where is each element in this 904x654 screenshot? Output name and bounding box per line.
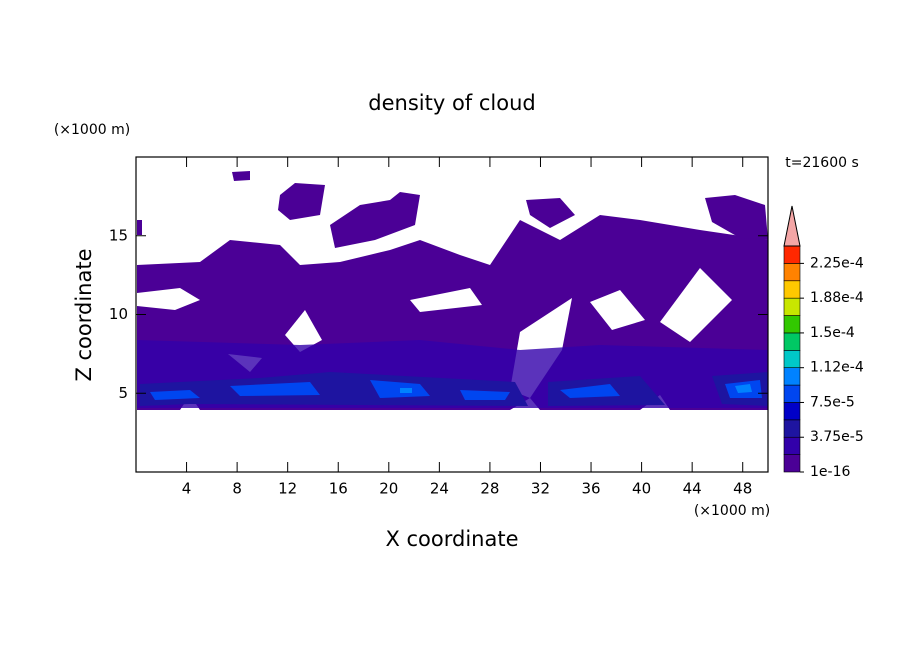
cloud-hole (285, 310, 322, 352)
x-unit: (×1000 m) (694, 503, 770, 519)
cloud-region (526, 198, 575, 228)
colorbar-band (783, 436, 801, 455)
y-tick-label: 10 (109, 305, 128, 323)
x-tick-label: 36 (581, 480, 600, 498)
cloud-hole (410, 288, 482, 312)
colorbar-tick-label: 1e-16 (810, 464, 850, 480)
x-tick-label: 28 (480, 480, 499, 498)
cloud-hole (590, 290, 645, 330)
colorbar-band (783, 350, 801, 368)
x-tick-label: 40 (632, 480, 651, 498)
cloud-region (278, 183, 325, 220)
cloud-core (150, 380, 762, 400)
x-tick-label: 16 (329, 480, 348, 498)
y-tick-label: 15 (109, 226, 128, 244)
colorbar-tick-label: 2.25e-4 (810, 255, 864, 271)
colorbar-tick-label: 1.12e-4 (810, 360, 864, 376)
cloud-region (137, 220, 142, 235)
x-tick-label: 48 (733, 480, 752, 498)
colorbar-band (783, 402, 801, 421)
cloud-region (330, 192, 420, 248)
colorbar-band (783, 384, 801, 403)
chart-title: density of cloud (368, 91, 535, 115)
x-tick-label: 44 (683, 480, 702, 498)
x-tick-label: 32 (531, 480, 550, 498)
colorbar-band (783, 419, 801, 438)
colorbar-band (783, 297, 801, 316)
colorbar-band (783, 245, 801, 264)
x-tick-label: 12 (278, 480, 297, 498)
colorbar-tick-label: 1.88e-4 (810, 290, 864, 306)
y-unit: (×1000 m) (54, 122, 130, 138)
cloud-band (140, 372, 528, 406)
x-tick-label: 20 (379, 480, 398, 498)
cloud-region (232, 171, 250, 181)
x-tick-label: 24 (430, 480, 449, 498)
colorbar-tick-label: 3.75e-5 (810, 429, 864, 445)
colorbar-band (783, 280, 801, 299)
cloud-hole (660, 268, 732, 342)
annotation: t=21600 s (785, 155, 859, 171)
colorbar-band (783, 367, 801, 386)
colorbar-band (783, 454, 801, 473)
cloud-field (137, 171, 768, 410)
x-tick-label: 4 (182, 480, 192, 498)
y-axis-label: Z coordinate (72, 248, 96, 381)
y-tick-label: 5 (118, 384, 128, 402)
cloud-hole (137, 288, 200, 310)
x-axis-label: X coordinate (385, 527, 518, 551)
cloud-region (705, 195, 768, 240)
colorbar-tick-label: 7.5e-5 (810, 394, 855, 410)
colorbar-band (783, 315, 801, 334)
x-tick-label: 8 (232, 480, 242, 498)
colorbar-band (783, 332, 801, 351)
colorbar-extension (783, 205, 801, 247)
colorbar-tick-label: 1.5e-4 (810, 325, 855, 341)
colorbar-band (783, 263, 801, 282)
